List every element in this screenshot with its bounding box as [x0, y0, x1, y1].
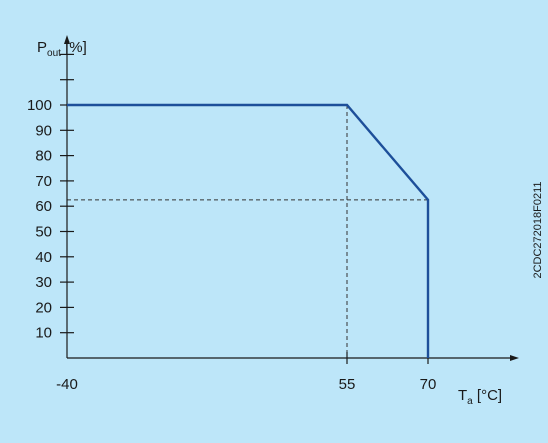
y-ticks: 10 20 30 40 50 60 70 80 90 100 [27, 53, 74, 342]
guide-lines [67, 105, 428, 358]
y-tick-label: 100 [27, 97, 52, 114]
y-tick-label: 80 [35, 148, 52, 165]
y-axis-label-sub: out [47, 48, 61, 59]
x-axis-label-main: T [458, 387, 467, 404]
y-tick-label: 90 [35, 122, 52, 139]
x-axis-label-sub: a [467, 396, 473, 407]
x-axis-label: Ta [°C] [458, 387, 502, 407]
y-tick-label: 70 [35, 173, 52, 190]
x-ticks: -40 55 70 [56, 352, 436, 393]
x-tick-label: -40 [56, 376, 78, 393]
y-tick-label: 10 [35, 325, 52, 342]
side-code: 2CDC272018F0211 [532, 181, 544, 278]
y-axis-arrow [64, 35, 70, 44]
y-axis-label-unit: [%] [61, 39, 87, 56]
y-tick-label: 60 [35, 198, 52, 215]
series-group [67, 103, 430, 358]
y-axis-label-main: P [37, 39, 47, 56]
y-tick-label: 30 [35, 274, 52, 291]
x-tick-label: 55 [339, 376, 356, 393]
y-tick-label: 50 [35, 224, 52, 241]
y-axis-label: Pout [%] [37, 39, 87, 59]
x-axis-arrow [510, 355, 519, 361]
x-axis-label-unit: [°C] [473, 387, 502, 404]
y-tick-label: 20 [35, 299, 52, 316]
series-line [67, 103, 430, 358]
y-tick-label: 40 [35, 249, 52, 266]
x-tick-label: 70 [420, 376, 437, 393]
axes [64, 35, 519, 361]
